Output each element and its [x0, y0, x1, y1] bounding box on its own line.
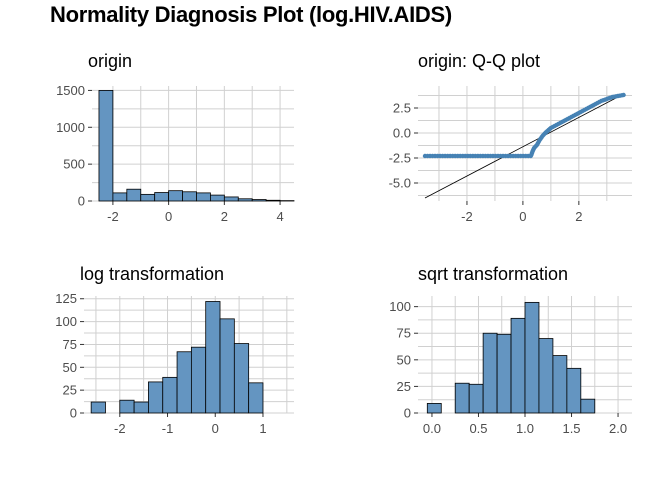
origin-bar	[98, 90, 114, 202]
log-bar	[119, 399, 135, 414]
sqrt-xtick-label: 1.5	[562, 421, 580, 436]
log-bar	[219, 318, 235, 414]
log-bar	[148, 381, 164, 414]
sqrt-bar	[426, 403, 442, 414]
origin-bar	[251, 199, 267, 202]
origin-bar	[223, 196, 239, 202]
origin-xtick-label: 0	[165, 209, 172, 224]
log-ytick-label: 50	[63, 360, 77, 375]
origin-ytick-label: 1000	[56, 120, 85, 135]
sqrt-bar	[552, 355, 568, 414]
sqrt-bar	[496, 333, 512, 414]
origin-bar	[126, 188, 142, 202]
sqrt-bar	[580, 398, 596, 414]
origin-ytick-label: 1500	[56, 83, 85, 98]
log-ytick-label: 125	[55, 291, 77, 306]
log-ytick-label: 25	[63, 383, 77, 398]
log-bar	[176, 351, 192, 414]
log-xtick-label: 1	[259, 421, 266, 436]
log-ytick-label: 75	[63, 337, 77, 352]
origin-title: origin	[88, 51, 132, 71]
log-title: log transformation	[80, 264, 224, 284]
sqrt-bar	[468, 383, 484, 414]
sqrt-bar	[524, 301, 540, 414]
origin-bar	[140, 193, 156, 202]
sqrt-ytick-label: 50	[397, 352, 411, 367]
panel-log-histogram: log transformation -2 -1 0 1 0 25 50 75 100 125	[55, 264, 294, 436]
qq-xtick-label: 2	[575, 209, 582, 224]
log-ytick-label: 100	[55, 314, 77, 329]
log-bar	[162, 376, 178, 414]
origin-xtick-label: 4	[276, 209, 283, 224]
log-bar	[190, 346, 207, 414]
qq-reference-line	[424, 93, 624, 199]
origin-xtick-label: -2	[107, 209, 119, 224]
sqrt-ytick-label: 0	[404, 406, 411, 421]
sqrt-xtick-label: 0.0	[423, 421, 441, 436]
sqrt-bar	[566, 367, 582, 414]
origin-bar	[154, 192, 170, 202]
sqrt-xtick-label: 1.0	[516, 421, 534, 436]
origin-ytick-label: 500	[63, 157, 85, 172]
origin-bar	[112, 192, 128, 202]
qq-xtick-label: 0	[519, 209, 526, 224]
qq-ytick-label: -5.0	[389, 176, 411, 191]
qq-title: origin: Q-Q plot	[418, 51, 540, 71]
log-ytick-label: 0	[70, 406, 77, 421]
panel-origin-histogram: origin -2 0 2 4 0 500 1000 1500	[56, 51, 295, 224]
log-xtick-label: -2	[114, 421, 126, 436]
panel-qq-plot: origin: Q-Q plot -2 0 2 -5.0 -2.5 0.0 2.5	[389, 51, 632, 224]
qq-ytick-label: -2.5	[389, 151, 411, 166]
sqrt-bar	[482, 332, 498, 414]
log-xtick-label: 0	[212, 421, 219, 436]
origin-bar	[196, 192, 211, 202]
qq-ytick-label: 0.0	[393, 126, 411, 141]
origin-ytick-label: 0	[78, 194, 85, 209]
sqrt-ytick-label: 100	[389, 299, 411, 314]
log-bar	[205, 301, 221, 414]
log-bar	[90, 401, 106, 414]
origin-bar	[210, 194, 225, 202]
qq-point	[621, 92, 626, 98]
log-xtick-label: -1	[162, 421, 174, 436]
origin-bar	[237, 198, 253, 202]
sqrt-bar	[510, 317, 526, 414]
panel-sqrt-histogram: sqrt transformation 0.0 0.5 1.0 1.5 2.0 0 25 50 7…	[389, 264, 632, 436]
figure-title: Normality Diagnosis Plot (log.HIV.AIDS)	[50, 2, 452, 27]
sqrt-title: sqrt transformation	[418, 264, 568, 284]
sqrt-bar	[454, 382, 470, 414]
sqrt-xtick-label: 2.0	[609, 421, 627, 436]
origin-xtick-label: 2	[221, 209, 228, 224]
qq-ytick-label: 2.5	[393, 101, 411, 116]
origin-bar	[265, 199, 281, 202]
origin-bar	[168, 190, 183, 202]
sqrt-ytick-label: 25	[397, 379, 411, 394]
log-bar	[133, 401, 149, 414]
sqrt-xtick-label: 0.5	[469, 421, 487, 436]
origin-bar	[182, 191, 197, 202]
sqrt-ytick-label: 75	[397, 326, 411, 341]
log-bar	[248, 382, 264, 414]
sqrt-bar	[538, 338, 554, 414]
qq-xtick-label: -2	[461, 209, 473, 224]
log-bar	[233, 343, 250, 414]
